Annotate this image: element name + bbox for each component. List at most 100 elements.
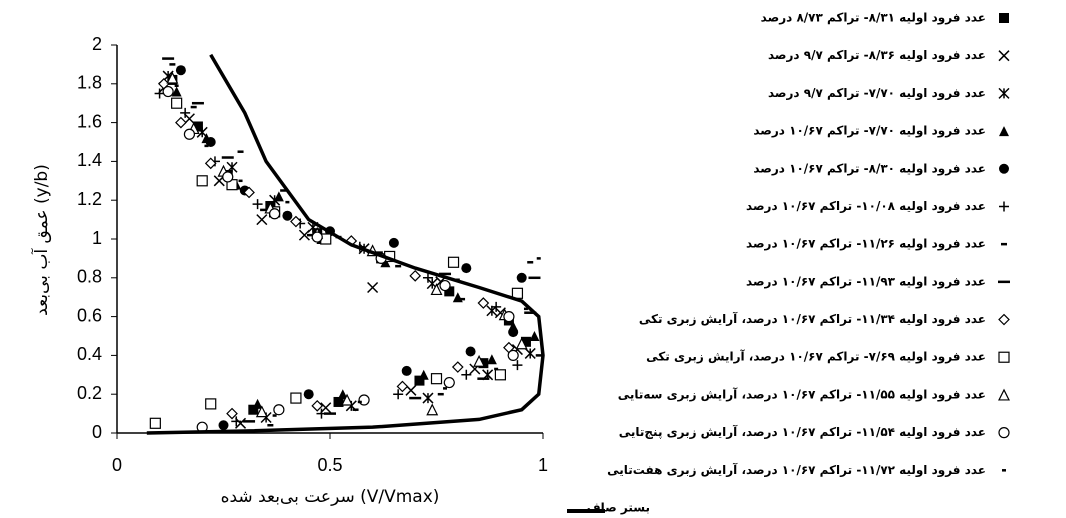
marker-part	[396, 380, 409, 393]
marker-part	[243, 186, 255, 199]
legend-label: عدد فرود اولیه ۷/۷۰- تراکم ۱۰/۶۷ درصد	[753, 124, 986, 139]
marker-part	[486, 354, 497, 365]
marker-part	[439, 279, 451, 292]
marker-part	[311, 231, 323, 243]
marker-part	[231, 416, 242, 427]
marker	[311, 231, 323, 243]
marker-part	[430, 283, 443, 296]
marker	[149, 417, 161, 429]
marker	[358, 394, 370, 406]
marker-part	[341, 393, 354, 406]
marker-part	[175, 65, 186, 76]
marker-part	[282, 210, 293, 221]
marker-part	[422, 272, 433, 283]
marker	[443, 376, 455, 389]
marker-part	[451, 361, 464, 373]
marker	[393, 389, 404, 400]
marker-part	[515, 337, 528, 350]
marker	[478, 358, 489, 369]
marker	[273, 191, 284, 202]
y-tick-label: 1	[92, 228, 102, 248]
marker-part	[422, 392, 434, 404]
marker	[162, 85, 174, 98]
marker	[477, 297, 490, 309]
marker	[311, 399, 324, 412]
marker	[998, 50, 1010, 62]
marker-part	[998, 388, 1010, 401]
marker	[451, 361, 464, 373]
marker-part	[367, 281, 379, 294]
marker	[290, 215, 302, 228]
marker	[243, 186, 255, 199]
marker	[166, 71, 179, 84]
marker	[396, 380, 409, 393]
marker	[252, 199, 263, 210]
marker	[430, 283, 443, 296]
marker	[226, 407, 238, 420]
marker	[192, 121, 203, 132]
marker	[341, 393, 354, 406]
marker-part	[171, 86, 182, 97]
marker	[273, 404, 285, 416]
marker-part	[516, 272, 527, 283]
marker	[512, 360, 523, 371]
marker-part	[171, 97, 183, 109]
y-tick-label: 1.4	[77, 150, 102, 170]
marker	[998, 427, 1010, 439]
marker-part	[998, 87, 1010, 99]
marker-part	[443, 376, 455, 389]
legend-label: عدد فرود اولیه ۷/۷۰- تراکم ۹/۷ درصد	[768, 86, 986, 101]
marker-part	[226, 407, 238, 420]
marker	[175, 116, 187, 129]
x-tick-label: 0.5	[317, 455, 342, 475]
marker-part	[465, 346, 476, 357]
marker	[999, 201, 1009, 212]
marker-part	[273, 404, 285, 416]
marker-part	[320, 402, 332, 414]
marker	[226, 161, 238, 173]
marker	[486, 354, 497, 365]
legend-label: عدد فرود اولیه ۱۱/۵۵- تراکم ۱۰/۶۷ درصد، …	[618, 386, 986, 402]
marker	[998, 351, 1010, 363]
marker	[367, 281, 379, 294]
marker	[491, 301, 502, 312]
y-tick-label: 0.6	[77, 305, 102, 325]
marker	[235, 417, 247, 429]
marker-part	[461, 263, 472, 274]
marker-part	[461, 369, 472, 380]
marker-part	[183, 128, 196, 140]
marker-part	[175, 116, 187, 129]
marker	[444, 286, 455, 297]
marker-part	[998, 427, 1010, 439]
y-tick-label: 1.8	[77, 73, 102, 93]
marker-part	[235, 417, 247, 429]
marker	[320, 402, 332, 414]
marker	[461, 369, 472, 380]
legend-label: بستر صاف	[587, 501, 650, 515]
marker	[515, 337, 528, 350]
marker	[256, 214, 268, 226]
marker-part	[524, 347, 536, 359]
marker	[447, 256, 460, 268]
marker	[494, 369, 506, 381]
marker	[529, 331, 540, 341]
marker-part	[204, 157, 217, 170]
marker	[430, 373, 443, 385]
marker-part	[512, 360, 523, 371]
marker-part	[998, 351, 1010, 363]
marker	[508, 327, 519, 338]
marker	[180, 107, 191, 118]
marker-part	[290, 392, 302, 404]
marker	[388, 237, 399, 248]
legend-label: عدد فرود اولیه ۱۰/۰۸- تراکم ۱۰/۶۷ درصد	[746, 199, 986, 214]
legend-label: عدد فرود اولیه ۱۱/۵۴- تراکم ۱۰/۶۷ درصد، …	[619, 424, 986, 440]
marker	[205, 137, 216, 147]
y-axis-label: عمق آب بی‌بعد (y/b)	[30, 164, 52, 316]
marker-part	[999, 13, 1009, 23]
marker-part	[248, 404, 259, 415]
marker-part	[256, 214, 268, 226]
marker-part	[494, 369, 506, 381]
marker	[290, 392, 302, 404]
marker	[422, 272, 433, 283]
marker-part	[529, 331, 540, 341]
